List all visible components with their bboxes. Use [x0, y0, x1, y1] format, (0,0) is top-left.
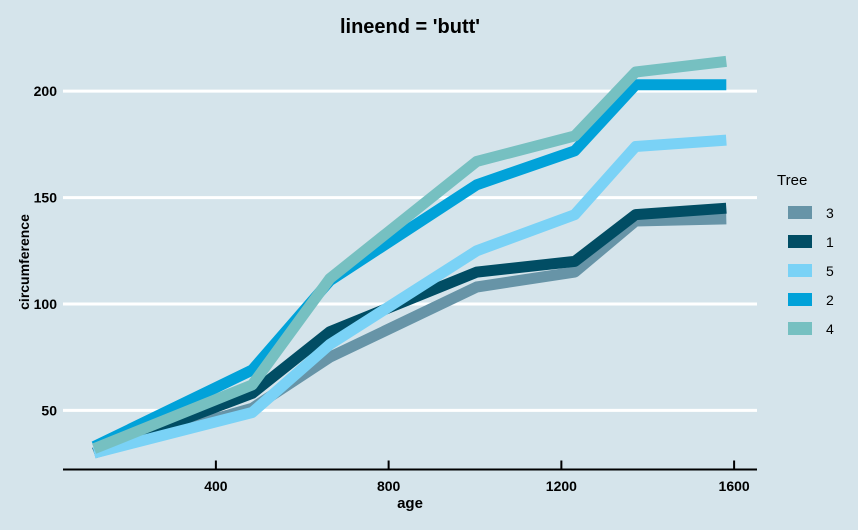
legend-label-tree-2: 2 [826, 291, 834, 308]
x-tick-label-800: 800 [377, 478, 401, 494]
y-tick-label-100: 100 [34, 296, 58, 312]
legend-item-tree-5: 5 [777, 262, 834, 279]
legend-label-tree-5: 5 [826, 262, 834, 279]
series-line-tree-4 [92, 55, 727, 454]
x-tick-label-1600: 1600 [719, 478, 750, 494]
y-tick-label-150: 150 [34, 190, 58, 206]
series-line-tree-1 [92, 202, 727, 459]
legend-item-tree-3: 3 [777, 204, 834, 221]
legend-item-tree-1: 1 [777, 233, 834, 250]
legend-label-tree-4: 4 [826, 320, 834, 337]
chart-title: lineend = 'butt' [339, 16, 481, 38]
legend-title: Tree [777, 172, 808, 189]
legend-label-tree-3: 3 [826, 204, 834, 221]
legend-label-tree-1: 1 [826, 233, 834, 250]
series-line-tree-5 [92, 134, 727, 459]
legend-swatch-tree-4 [788, 322, 812, 335]
x-tick-label-400: 400 [204, 478, 228, 494]
y-axis-title: circumference [16, 214, 32, 310]
y-tick-label-50: 50 [41, 402, 57, 418]
legend-items: 3 1 5 2 4 [777, 204, 834, 337]
x-axis-title: age [397, 495, 423, 512]
legend-swatch-tree-5 [788, 264, 812, 277]
legend-swatch-tree-2 [788, 293, 812, 306]
legend-swatch-tree-3 [788, 206, 812, 219]
legend-item-tree-2: 2 [777, 291, 834, 308]
legend-item-tree-4: 4 [777, 320, 834, 337]
y-tick-label-200: 200 [34, 83, 58, 99]
legend-swatch-tree-1 [788, 235, 812, 248]
x-tick-label-1200: 1200 [546, 478, 577, 494]
legend: Tree 3 1 5 2 4 [777, 172, 834, 351]
series-line-tree-2 [91, 79, 727, 452]
